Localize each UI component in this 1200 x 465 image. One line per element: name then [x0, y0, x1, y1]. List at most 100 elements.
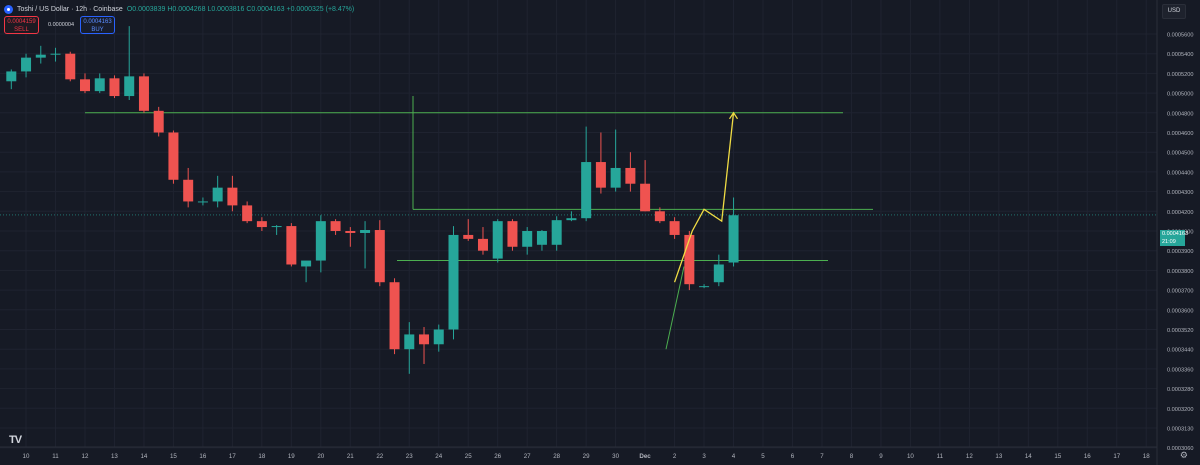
candle-body [536, 231, 547, 245]
time-tick-label: 9 [879, 453, 883, 460]
time-tick-label: 29 [583, 453, 590, 460]
open-value: O0.0003839 [126, 5, 166, 13]
time-tick-label: 18 [258, 453, 265, 460]
change-value: +0.0000325 (+8.47%) [286, 5, 355, 13]
price-tick-label: 0.0005000 [1167, 92, 1193, 98]
time-tick-label: 2 [673, 453, 677, 460]
candle-body [80, 79, 90, 92]
price-tick-label: 0.0004800 [1167, 111, 1193, 117]
time-tick-label: 8 [850, 453, 854, 460]
sell-price: 0.0004159 [7, 19, 36, 25]
gear-icon[interactable]: ⚙ [1179, 450, 1188, 460]
candle-body [138, 76, 149, 111]
time-tick-label: 22 [376, 453, 383, 460]
price-tick-label: 0.0005400 [1167, 52, 1193, 58]
time-tick-label: 15 [1054, 453, 1061, 460]
projection-arrow [673, 111, 739, 283]
candle-body [256, 221, 267, 228]
candle-body [448, 234, 459, 330]
time-tick-label: 10 [23, 453, 30, 460]
last-price-value: 0.0004163 [1162, 231, 1188, 237]
candle-body [242, 205, 253, 222]
price-tick-label: 0.0004500 [1167, 151, 1193, 157]
price-tick-label: 0.0003060 [1167, 446, 1193, 452]
toshi-logo-icon [4, 4, 13, 14]
candle-body [566, 218, 577, 221]
candle-body [433, 329, 444, 345]
time-tick-label: 21 [347, 453, 354, 460]
candle-body [507, 221, 518, 247]
last-price-tag: 0.0004163 21:09 [1160, 230, 1188, 246]
buy-label: BUY [91, 27, 104, 33]
time-tick-label: 6 [791, 453, 795, 460]
time-tick-label: 26 [494, 453, 501, 460]
time-tick-label: 13 [111, 453, 118, 460]
candle-body [419, 334, 430, 345]
ohlc-readout: O0.0003839 H0.0004268 L0.0003816 C0.0004… [127, 6, 354, 13]
time-tick-label: 12 [966, 453, 973, 460]
symbol-title[interactable]: Toshi / US Dollar · 12h · Coinbase [17, 5, 123, 13]
candle-body [669, 221, 680, 235]
time-tick-label: 7 [820, 453, 824, 460]
candle-body [330, 221, 341, 231]
projection-path [673, 112, 735, 283]
time-tick-label: 27 [524, 453, 531, 460]
candle-body [625, 167, 636, 184]
candle-body [271, 226, 282, 228]
candle-body [168, 132, 179, 180]
candle-body [551, 220, 562, 245]
sell-button[interactable]: 0.0004159 SELL [4, 16, 39, 34]
time-tick-label: 16 [1084, 453, 1091, 460]
time-tick-label: 5 [761, 453, 765, 460]
price-tick-label: 0.0003280 [1167, 387, 1193, 393]
time-tick-label: 19 [288, 453, 295, 460]
candle-body [404, 334, 415, 350]
time-tick-label: 14 [1025, 453, 1032, 460]
candle-body [227, 187, 238, 206]
price-tick-label: 0.0004300 [1167, 190, 1193, 196]
candle-body [713, 264, 724, 283]
price-tick-label: 0.0003600 [1167, 308, 1193, 314]
candle-body [212, 187, 223, 202]
time-tick-label: 16 [199, 453, 206, 460]
time-tick-label: 3 [702, 453, 706, 460]
candle-body [640, 183, 651, 212]
candle-body [183, 179, 194, 202]
candle-body [728, 215, 739, 263]
candle-body [124, 76, 135, 97]
price-tick-label: 0.0005200 [1167, 72, 1193, 78]
price-tick-label: 0.0003700 [1167, 289, 1193, 295]
candle-body [345, 231, 356, 233]
price-tick-label: 0.0003900 [1167, 249, 1193, 255]
price-tick-label: 0.0003360 [1167, 367, 1193, 373]
buy-button[interactable]: 0.0004163 BUY [80, 16, 115, 34]
low-value: L0.0003816 [207, 5, 245, 13]
time-tick-label: 18 [1143, 453, 1150, 460]
price-tick-label: 0.0003200 [1167, 407, 1193, 413]
candle-body [360, 230, 371, 233]
time-tick-label: 11 [52, 453, 59, 460]
sell-label: SELL [14, 27, 29, 33]
buy-price: 0.0004163 [83, 19, 112, 25]
candle-body [197, 201, 208, 203]
time-tick-label: 15 [170, 453, 177, 460]
time-axis: 10 11 12 13 14 15 16 17 18 19 20 21 22 23 24 25 26 27 28 29… [23, 453, 1151, 460]
time-tick-label: 20 [317, 453, 324, 460]
currency-selector[interactable]: USD [1162, 4, 1186, 19]
tradingview-logo-icon[interactable]: TV [9, 434, 22, 446]
time-tick-label: 25 [465, 453, 472, 460]
time-tick-label: 17 [1113, 453, 1120, 460]
candle-body [65, 53, 76, 80]
candlestick-series [6, 26, 739, 374]
time-tick-label: 12 [82, 453, 89, 460]
candle-body [315, 221, 326, 261]
candle-body [94, 78, 105, 92]
candle-body [463, 234, 474, 239]
time-tick-label: 17 [229, 453, 236, 460]
time-tick-label: 30 [612, 453, 619, 460]
time-tick-label: 10 [907, 453, 914, 460]
support-resistance-lines [0, 96, 1157, 350]
spread-value: 0.0000004 [48, 22, 74, 28]
price-tick-label: 0.0004600 [1167, 131, 1193, 137]
